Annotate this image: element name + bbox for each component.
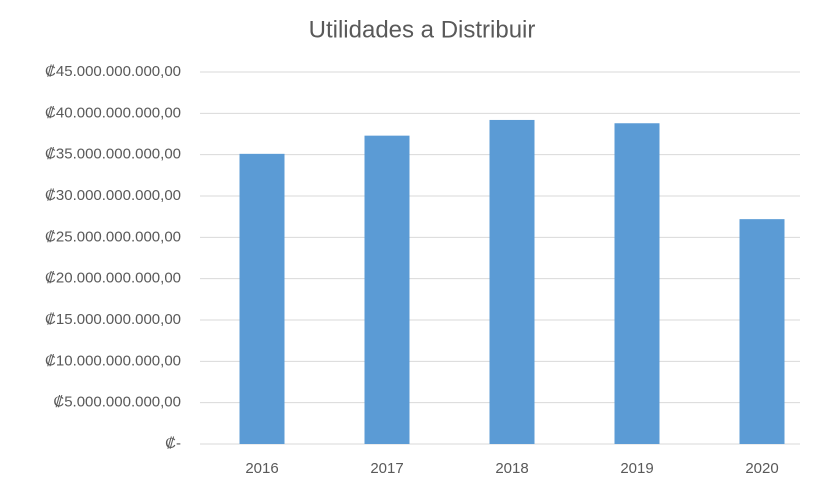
bar	[614, 123, 660, 445]
y-tick-label: ₡20.000.000.000,00	[45, 270, 181, 287]
y-tick-label: ₡35.000.000.000,00	[45, 146, 181, 163]
y-tick-label: ₡15.000.000.000,00	[45, 311, 181, 328]
y-tick-label: ₡30.000.000.000,00	[45, 187, 181, 204]
x-tick-label: 2016	[245, 460, 278, 477]
bar	[489, 119, 535, 445]
x-tick-label: 2020	[745, 460, 778, 477]
bar	[739, 219, 785, 444]
bar	[239, 153, 285, 444]
y-tick-label: ₡25.000.000.000,00	[45, 228, 181, 245]
bar	[364, 135, 410, 445]
y-tick-label: ₡10.000.000.000,00	[45, 352, 181, 369]
chart-title: Utilidades a Distribuir	[309, 16, 536, 43]
y-tick-label: ₡-	[165, 435, 181, 452]
x-tick-label: 2018	[495, 460, 528, 477]
y-tick-label: ₡40.000.000.000,00	[45, 104, 181, 121]
x-tick-label: 2019	[620, 460, 653, 477]
y-tick-label: ₡45.000.000.000,00	[45, 63, 181, 80]
y-tick-label: ₡5.000.000.000,00	[53, 394, 181, 411]
x-tick-label: 2017	[370, 460, 403, 477]
